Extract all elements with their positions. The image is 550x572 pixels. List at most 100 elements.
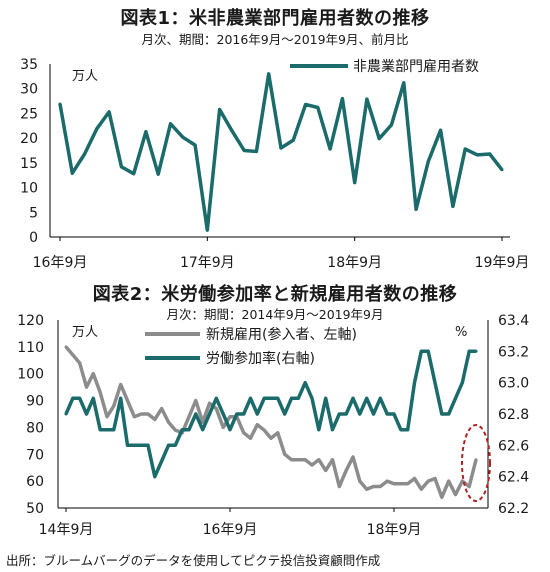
chart2-new-jobs-point bbox=[228, 415, 232, 419]
chart2-participation-point bbox=[214, 396, 218, 400]
chart2-new-jobs-point bbox=[413, 477, 416, 480]
chart2-participation-point bbox=[358, 412, 362, 416]
chart2-participation-point bbox=[173, 443, 177, 447]
chart2-participation-point bbox=[126, 443, 129, 447]
chart2-participation-point bbox=[467, 349, 471, 353]
chart2-participation-point bbox=[153, 475, 157, 479]
chart1-data-point bbox=[193, 143, 197, 147]
chart1-data-point bbox=[304, 103, 308, 106]
chart2-new-jobs-point bbox=[399, 482, 403, 486]
chart1-subtitle: 月次、期間：2016年9月～2019年9月、前月比 bbox=[141, 32, 409, 47]
chart2-participation-point bbox=[64, 412, 68, 416]
chart1-data-point bbox=[156, 172, 160, 176]
chart2-new-jobs-point bbox=[365, 487, 369, 491]
chart2-new-jobs-point bbox=[167, 420, 170, 424]
chart2-new-jobs-point bbox=[358, 479, 362, 483]
chart2-new-jobs-point bbox=[139, 412, 143, 416]
chart2-new-jobs-point bbox=[392, 482, 396, 486]
chart1-data-point bbox=[328, 147, 332, 151]
chart2-new-jobs-point bbox=[242, 431, 246, 435]
chart2-participation-point bbox=[235, 412, 239, 416]
chart1-x-tick-label: 16年9月 bbox=[33, 255, 88, 271]
chart2-new-jobs-point bbox=[201, 420, 205, 424]
chart2-participation-point bbox=[344, 412, 348, 416]
chart1-x-tick-label: 18年9月 bbox=[327, 255, 382, 271]
chart2-new-jobs-point bbox=[460, 479, 464, 483]
chart2-new-jobs-point bbox=[447, 479, 451, 483]
chart2-new-jobs-point bbox=[454, 493, 457, 497]
chart2-participation-point bbox=[392, 412, 396, 416]
chart1-y-tick-label: 30 bbox=[20, 82, 38, 98]
chart1-series bbox=[58, 72, 504, 232]
chart1-y-tick-label: 20 bbox=[20, 131, 38, 147]
chart2-unit-right: % bbox=[455, 325, 467, 340]
chart1-data-point bbox=[390, 123, 393, 127]
chart2-participation-point bbox=[460, 381, 464, 385]
chart2-new-jobs-point bbox=[64, 345, 68, 349]
chart2-participation-point bbox=[378, 396, 382, 400]
chart2-participation-point bbox=[249, 396, 252, 400]
chart2-participation-point bbox=[283, 412, 287, 416]
chart2-new-jobs-point bbox=[255, 423, 259, 427]
chart2-participation-point bbox=[119, 396, 123, 400]
chart2-x-tick-label: 14年9月 bbox=[39, 522, 94, 538]
chart2-y-tick-label-right: 62.4 bbox=[498, 470, 529, 486]
chart1-data-point bbox=[439, 128, 443, 132]
chart2-participation-point bbox=[399, 428, 403, 432]
chart2-new-jobs-point bbox=[119, 383, 123, 386]
chart2-new-jobs-point bbox=[474, 458, 478, 462]
chart2-new-jobs-line bbox=[64, 345, 478, 500]
chart2-participation-point bbox=[105, 428, 109, 432]
chart2-participation-point bbox=[310, 396, 314, 400]
chart2-new-jobs-point bbox=[317, 458, 321, 462]
chart2-participation-point bbox=[269, 396, 273, 400]
chart2-new-jobs-point bbox=[153, 417, 157, 421]
chart2-y-tick-label-left: 100 bbox=[17, 367, 44, 383]
chart2-series bbox=[64, 345, 478, 500]
chart1-legend-label: 非農業部門雇用者数 bbox=[353, 58, 479, 75]
chart2-participation-point bbox=[167, 443, 170, 447]
chart2-new-jobs-point bbox=[269, 436, 273, 440]
chart1-plot: 0 5 10 15 20 25 30 35 16年9月 17年9月 18年9月 19年9月 万人 非農… bbox=[20, 57, 530, 271]
chart2-participation-point bbox=[372, 412, 375, 416]
chart2-axes: 50 60 70 80 90 100 110 120 62.2 62.4 62.6 62.8 63.0 6… bbox=[17, 313, 529, 538]
chart2-new-jobs-point bbox=[262, 428, 266, 432]
chart1-data-point bbox=[107, 110, 111, 114]
chart2-new-jobs-point bbox=[173, 428, 177, 432]
chart2-new-jobs-point bbox=[419, 487, 423, 491]
chart2-participation-point bbox=[208, 412, 211, 416]
chart2-participation-point bbox=[160, 459, 164, 463]
chart2-participation-point bbox=[262, 396, 266, 400]
chart2-new-jobs-point bbox=[467, 485, 471, 488]
chart2-participation-point bbox=[303, 381, 307, 385]
chart2-new-jobs-point bbox=[221, 425, 225, 429]
chart2-participation-point bbox=[385, 412, 389, 416]
chart2-new-jobs-point bbox=[126, 399, 129, 403]
chart2-participation-point bbox=[221, 412, 225, 416]
chart2-y-tick-label-left: 90 bbox=[26, 394, 44, 410]
chart2-new-jobs-point bbox=[208, 401, 211, 405]
chart1-data-point bbox=[181, 135, 185, 139]
chart2-participation-point bbox=[255, 412, 259, 416]
chart2-participation-point bbox=[365, 396, 369, 400]
chart2-y-tick-label-right: 63.4 bbox=[498, 313, 529, 329]
chart1-data-point bbox=[169, 122, 172, 126]
chart2-participation-point bbox=[146, 443, 150, 447]
chart1-data-point bbox=[500, 168, 504, 172]
chart2-y-tick-label-left: 80 bbox=[26, 420, 44, 436]
chart2-participation-point bbox=[78, 396, 82, 400]
chart2-participation-point bbox=[91, 396, 95, 400]
chart2-y-tick-label-right: 63.2 bbox=[498, 344, 529, 360]
chart2-new-jobs-point bbox=[146, 412, 150, 416]
chart1-data-point bbox=[58, 102, 62, 106]
chart2-y-tick-label-left: 60 bbox=[26, 474, 44, 490]
chart2-participation-point bbox=[242, 412, 246, 416]
chart2-participation-point bbox=[337, 412, 341, 416]
chart1-y-tick-label: 25 bbox=[20, 106, 38, 122]
chart1-data-point bbox=[144, 130, 148, 134]
chart1-data-point bbox=[488, 152, 492, 156]
chart1-data-point bbox=[377, 137, 381, 141]
chart2-participation-point bbox=[351, 396, 355, 400]
chart1-x-tick-label: 19年9月 bbox=[475, 255, 530, 271]
chart2-participation-point bbox=[85, 412, 88, 416]
